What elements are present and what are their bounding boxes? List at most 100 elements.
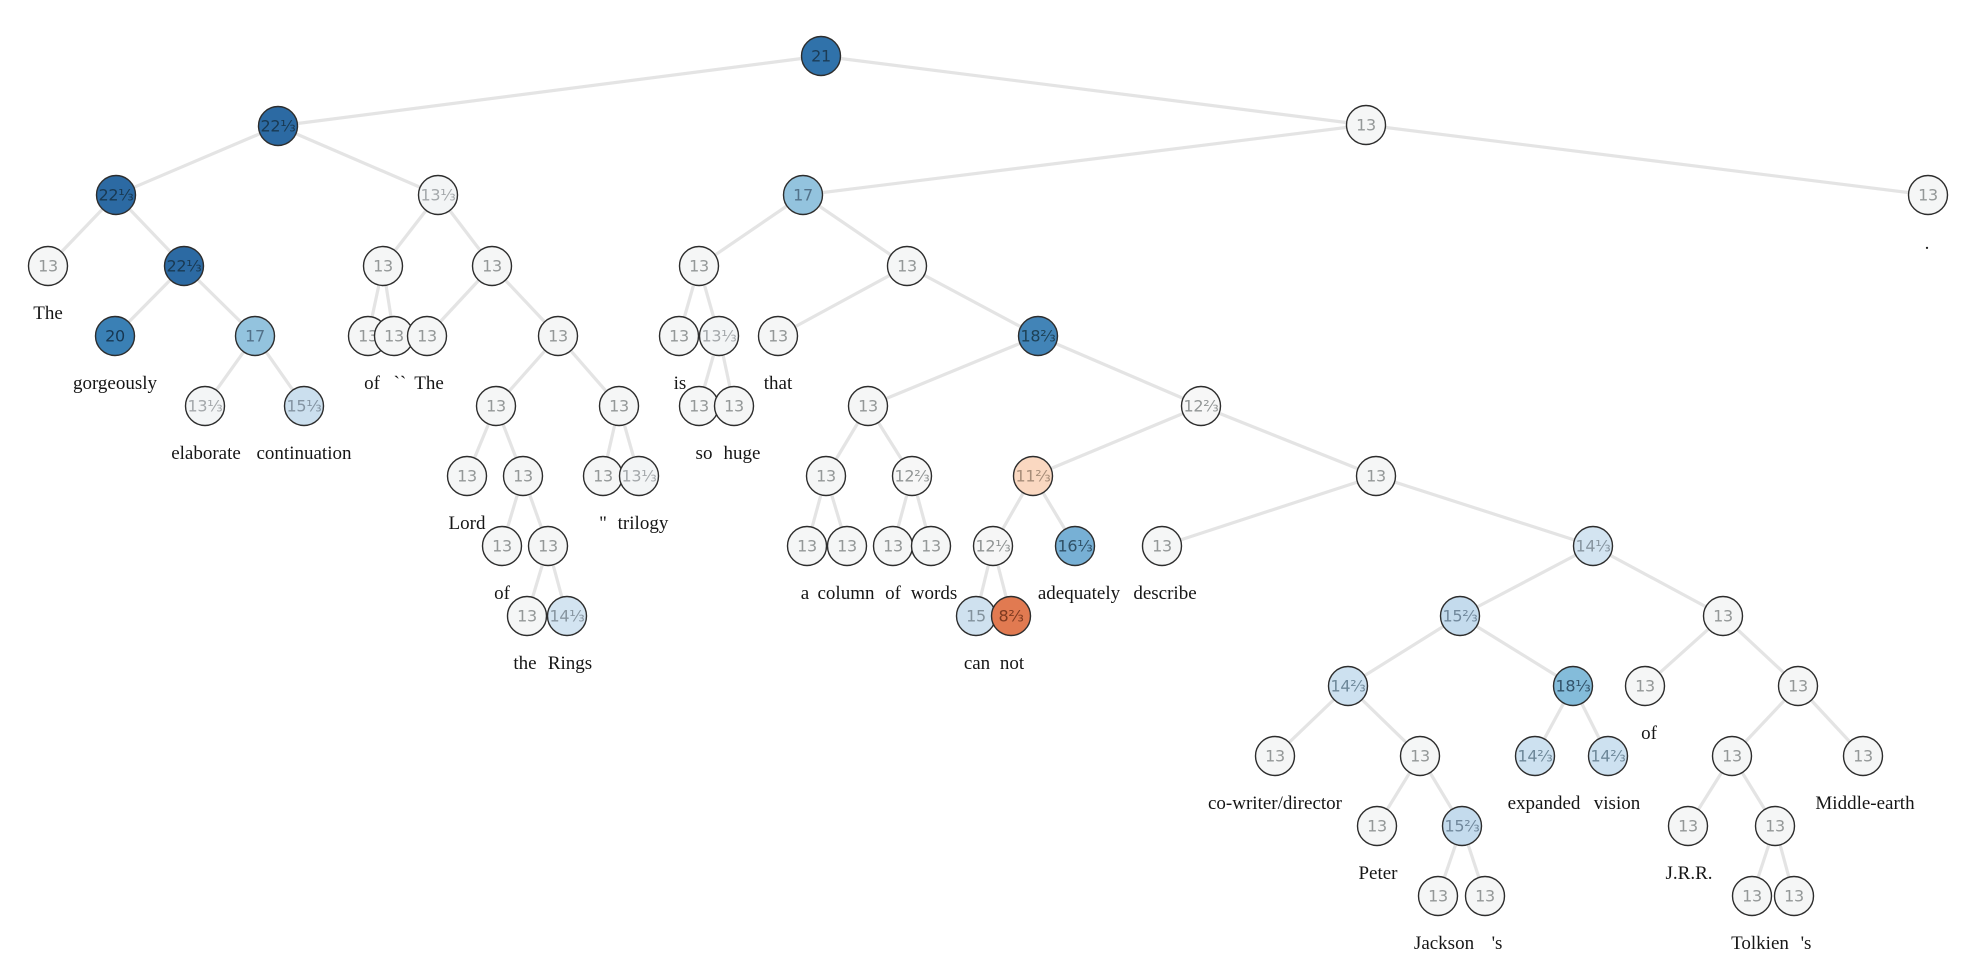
tree-node: 14⅔ — [1514, 735, 1556, 777]
node-circle — [95, 174, 137, 216]
word-label: co-writer/director — [1208, 793, 1343, 814]
tree-node: 13 — [1754, 805, 1796, 847]
node-value: 13⅓ — [421, 186, 456, 205]
tree-edge — [1347, 614, 1461, 688]
tree-node: 22⅓ — [257, 105, 299, 147]
tree-edge — [867, 334, 1039, 408]
node-value: 13 — [724, 397, 744, 416]
tree-node: 21 — [800, 35, 842, 77]
node-circle — [1842, 735, 1884, 777]
tree-node: 13 — [678, 245, 720, 287]
tree-node: 13 — [406, 315, 448, 357]
node-value: 13⅓ — [622, 467, 657, 486]
node-value: 18⅔ — [1021, 327, 1056, 346]
tree-node: 13⅓ — [417, 174, 459, 216]
node-value: 14⅔ — [1331, 677, 1366, 696]
tree-edge — [802, 193, 908, 268]
tree-edge — [1365, 123, 1929, 197]
word-label: The — [414, 373, 444, 394]
tree-edge — [777, 264, 908, 338]
node-circle — [406, 315, 448, 357]
node-circle — [537, 315, 579, 357]
node-value: 13 — [593, 467, 613, 486]
tree-node: 13⅓ — [184, 385, 226, 427]
tree-node: 13 — [471, 245, 513, 287]
node-circle — [847, 385, 889, 427]
word-label: Middle-earth — [1815, 793, 1915, 814]
tree-edge — [1037, 334, 1202, 408]
node-circle — [1777, 665, 1819, 707]
tree-node: 13 — [805, 455, 847, 497]
word-label: 's — [1492, 933, 1503, 954]
node-value: 14⅔ — [1518, 747, 1553, 766]
node-circle — [1587, 735, 1629, 777]
tree-node: 13 — [786, 525, 828, 567]
tree-node: 20 — [94, 315, 136, 357]
tree-edge — [906, 264, 1039, 338]
word-label: so — [696, 443, 713, 464]
node-value: 22⅓ — [261, 117, 296, 136]
node-circle — [1711, 735, 1753, 777]
tree-node: 13 — [537, 315, 579, 357]
node-value: 13 — [797, 537, 817, 556]
node-circle — [618, 455, 660, 497]
node-value: 8⅔ — [998, 607, 1023, 626]
word-label: gorgeously — [73, 373, 158, 394]
node-value: 22⅓ — [99, 186, 134, 205]
node-circle — [800, 35, 842, 77]
tree-node: 15⅓ — [283, 385, 325, 427]
tree-node: 13 — [598, 385, 640, 427]
node-value: 13 — [457, 467, 477, 486]
tree-node: 18⅓ — [1552, 665, 1594, 707]
node-circle — [1141, 525, 1183, 567]
word-label: that — [764, 373, 793, 394]
node-circle — [257, 105, 299, 147]
tree-node: 15⅔ — [1439, 595, 1481, 637]
node-circle — [757, 315, 799, 357]
node-circle — [713, 385, 755, 427]
tree-edge — [277, 124, 439, 197]
node-value: 13 — [1722, 747, 1742, 766]
tree-node: 13 — [502, 455, 544, 497]
tree-edge — [1592, 544, 1724, 618]
tree-node: 13 — [1356, 805, 1398, 847]
node-circle — [417, 174, 459, 216]
word-label: Peter — [1358, 863, 1398, 884]
tree-node: 13 — [910, 525, 952, 567]
tree-node: 13 — [506, 595, 548, 637]
node-value: 13 — [1853, 747, 1873, 766]
tree-edge — [1459, 614, 1574, 688]
tree-node: 13 — [713, 385, 755, 427]
tree-node: 13 — [373, 315, 415, 357]
node-value: 13 — [1765, 817, 1785, 836]
node-value: 13 — [513, 467, 533, 486]
node-circle — [475, 385, 517, 427]
node-circle — [283, 385, 325, 427]
tree-node: 14⅔ — [1327, 665, 1369, 707]
node-circle — [1731, 875, 1773, 917]
node-value: 13 — [1635, 677, 1655, 696]
node-circle — [506, 595, 548, 637]
node-circle — [1514, 735, 1556, 777]
tree-node: 13 — [446, 455, 488, 497]
node-value: 13 — [1366, 467, 1386, 486]
node-circle — [1702, 595, 1744, 637]
node-circle — [1180, 385, 1222, 427]
word-label: Tolkien — [1731, 933, 1789, 954]
node-value: 13 — [1742, 887, 1762, 906]
tree-node: 13 — [1702, 595, 1744, 637]
node-circle — [1017, 315, 1059, 357]
node-circle — [805, 455, 847, 497]
nodes-layer: 21 22⅓ 13 22⅓ 13⅓ 17 13 13 22⅓ 13 13 13 13 20 17 13 13 13… — [27, 35, 1949, 917]
word-label: J.R.R. — [1666, 863, 1713, 884]
tree-node: 13 — [1842, 735, 1884, 777]
tree-node: 14⅔ — [1587, 735, 1629, 777]
word-label: vision — [1594, 793, 1641, 814]
tree-node: 13 — [757, 315, 799, 357]
word-label: describe — [1133, 583, 1196, 604]
node-circle — [234, 315, 276, 357]
node-value: 13 — [609, 397, 629, 416]
tree-node: 13 — [847, 385, 889, 427]
node-value: 17 — [245, 327, 265, 346]
